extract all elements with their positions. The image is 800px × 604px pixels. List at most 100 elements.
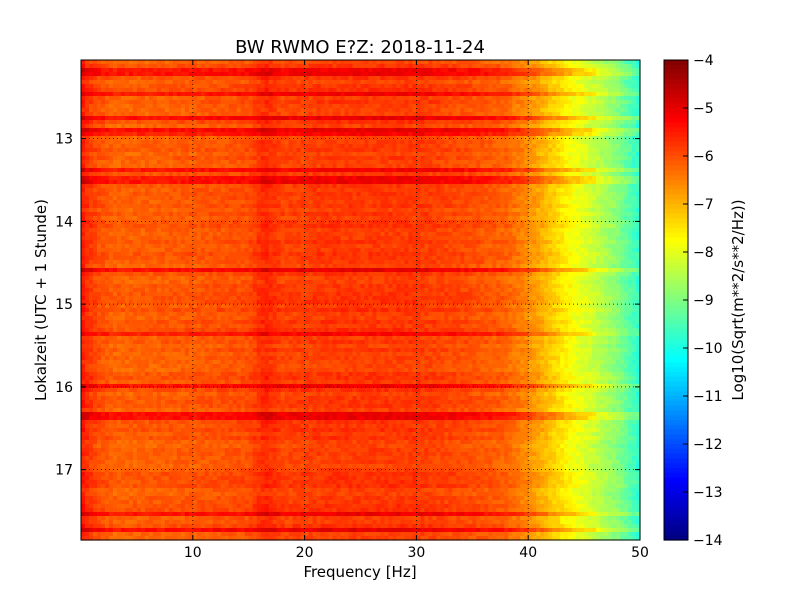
heatmap-cell xyxy=(101,128,106,133)
heatmap-cell xyxy=(620,172,625,177)
heatmap-cell xyxy=(488,124,493,129)
heatmap-cell xyxy=(380,96,385,101)
heatmap-cell xyxy=(273,160,278,165)
heatmap-cell xyxy=(528,104,533,109)
heatmap-cell xyxy=(456,104,461,109)
heatmap-cell xyxy=(273,148,278,153)
heatmap-cell xyxy=(476,184,481,189)
heatmap-cell xyxy=(173,68,178,73)
heatmap-cell xyxy=(241,72,246,77)
heatmap-cell xyxy=(400,132,405,137)
heatmap-cell xyxy=(400,112,405,117)
heatmap-cell xyxy=(281,88,286,93)
heatmap-cell xyxy=(353,60,358,65)
heatmap-cell xyxy=(81,180,86,185)
heatmap-cell xyxy=(612,172,617,177)
heatmap-cell xyxy=(396,108,401,113)
heatmap-cell xyxy=(121,72,126,77)
heatmap-cell xyxy=(632,192,637,197)
heatmap-cell xyxy=(341,96,346,101)
heatmap-cell xyxy=(440,60,445,65)
heatmap-cell xyxy=(213,152,218,157)
heatmap-cell xyxy=(548,176,553,181)
heatmap-cell xyxy=(317,176,322,181)
heatmap-cell xyxy=(396,160,401,165)
heatmap-cell xyxy=(221,140,226,145)
heatmap-cell xyxy=(528,140,533,145)
heatmap-cell xyxy=(313,80,318,85)
heatmap-cell xyxy=(496,72,501,77)
heatmap-cell xyxy=(117,168,122,173)
heatmap-cell xyxy=(329,184,334,189)
heatmap-cell xyxy=(492,160,497,165)
heatmap-cell xyxy=(121,100,126,105)
heatmap-cell xyxy=(400,96,405,101)
heatmap-cell xyxy=(289,152,294,157)
heatmap-cell xyxy=(317,60,322,65)
heatmap-cell xyxy=(604,124,609,129)
heatmap-cell xyxy=(105,80,110,85)
heatmap-cell xyxy=(101,72,106,77)
heatmap-cell xyxy=(452,72,457,77)
heatmap-cell xyxy=(217,100,222,105)
heatmap-cell xyxy=(205,76,210,81)
heatmap-cell xyxy=(612,112,617,117)
heatmap-cell xyxy=(604,168,609,173)
heatmap-cell xyxy=(496,160,501,165)
heatmap-cell xyxy=(269,100,274,105)
heatmap-cell xyxy=(333,192,338,197)
heatmap-cell xyxy=(85,124,90,129)
heatmap-cell xyxy=(205,188,210,193)
heatmap-cell xyxy=(317,76,322,81)
heatmap-cell xyxy=(121,92,126,97)
heatmap-cell xyxy=(520,124,525,129)
heatmap-cell xyxy=(105,184,110,189)
heatmap-cell xyxy=(456,144,461,149)
heatmap-cell xyxy=(193,80,198,85)
heatmap-cell xyxy=(424,172,429,177)
heatmap-cell xyxy=(313,180,318,185)
heatmap-cell xyxy=(341,64,346,69)
heatmap-cell xyxy=(540,188,545,193)
heatmap-cell xyxy=(456,128,461,133)
heatmap-cell xyxy=(289,76,294,81)
heatmap-cell xyxy=(388,188,393,193)
heatmap-cell xyxy=(157,156,162,161)
heatmap-cell xyxy=(624,72,629,77)
heatmap-cell xyxy=(612,176,617,181)
heatmap-cell xyxy=(420,68,425,73)
heatmap-cell xyxy=(560,76,565,81)
heatmap-cell xyxy=(424,160,429,165)
heatmap-cell xyxy=(193,104,198,109)
heatmap-cell xyxy=(572,100,577,105)
heatmap-cell xyxy=(129,144,134,149)
heatmap-cell xyxy=(257,144,262,149)
heatmap-cell xyxy=(349,176,354,181)
heatmap-cell xyxy=(420,176,425,181)
heatmap-cell xyxy=(309,168,314,173)
heatmap-cell xyxy=(512,152,517,157)
heatmap-cell xyxy=(325,76,330,81)
heatmap-cell xyxy=(464,196,469,201)
heatmap-cell xyxy=(380,144,385,149)
heatmap-cell xyxy=(277,132,282,137)
heatmap-cell xyxy=(209,164,214,169)
heatmap-cell xyxy=(408,108,413,113)
heatmap-cell xyxy=(293,92,298,97)
heatmap-cell xyxy=(588,192,593,197)
heatmap-cell xyxy=(624,144,629,149)
heatmap-cell xyxy=(532,100,537,105)
heatmap-cell xyxy=(448,96,453,101)
heatmap-cell xyxy=(372,180,377,185)
heatmap-cell xyxy=(97,196,102,201)
heatmap-cell xyxy=(456,76,461,81)
heatmap-cell xyxy=(325,176,330,181)
heatmap-cell xyxy=(125,140,130,145)
heatmap-cell xyxy=(528,68,533,73)
heatmap-cell xyxy=(544,192,549,197)
heatmap-cell xyxy=(121,132,126,137)
heatmap-cell xyxy=(185,88,190,93)
heatmap-cell xyxy=(161,124,166,129)
heatmap-cell xyxy=(508,188,513,193)
heatmap-cell xyxy=(125,156,130,161)
